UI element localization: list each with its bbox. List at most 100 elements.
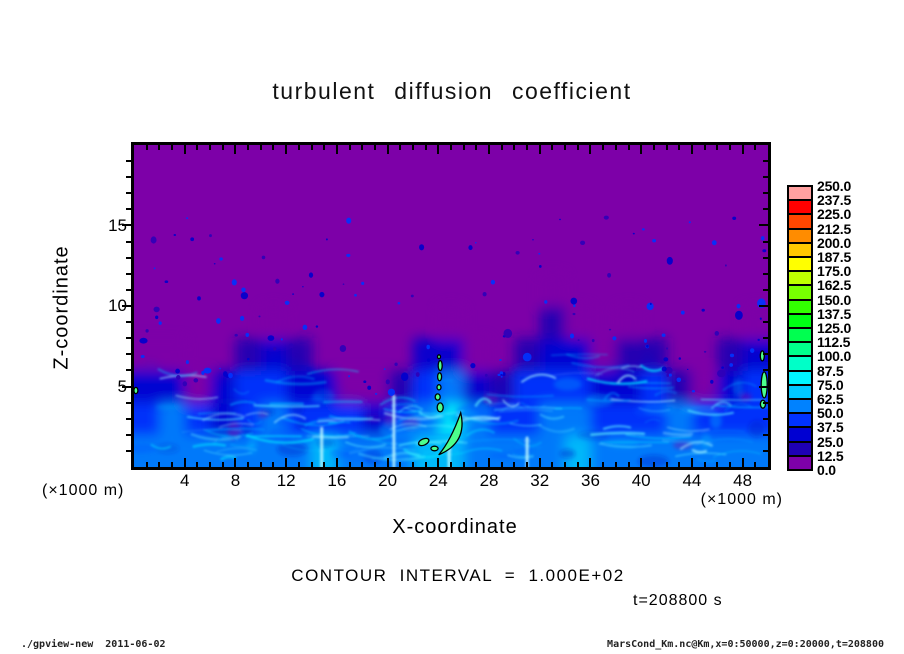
x-tick (209, 462, 211, 467)
x-tick (399, 462, 401, 467)
x-tick-label: 48 (733, 471, 753, 490)
x-tick (640, 145, 642, 154)
x-tick (501, 145, 503, 150)
z-tick (759, 224, 768, 226)
z-tick (126, 289, 131, 291)
z-tick (763, 418, 768, 420)
z-tick (126, 160, 131, 162)
x-tick (729, 145, 731, 150)
x-tick-label: 32 (530, 471, 550, 490)
x-tick (742, 145, 744, 154)
z-tick (126, 337, 131, 339)
x-tick (311, 462, 313, 467)
z-tick (126, 402, 131, 404)
colorbar-tick-label: 87.5 (817, 362, 844, 379)
colorbar-tick-label: 237.5 (817, 192, 852, 209)
x-tick (425, 462, 427, 467)
x-tick (158, 462, 160, 467)
z-tick (763, 257, 768, 259)
x-tick (704, 145, 706, 150)
x-tick (412, 462, 414, 467)
z-tick-label: 15 (108, 215, 127, 235)
x-tick (754, 462, 756, 467)
x-tick (387, 458, 389, 467)
z-tick (763, 321, 768, 323)
x-tick (196, 145, 198, 150)
x-tick (551, 145, 553, 150)
x-tick (628, 462, 630, 467)
z-tick (122, 305, 131, 307)
contour-interval-label: CONTOUR INTERVAL = 1.000E+02 (291, 566, 625, 585)
turbulence-field-canvas (134, 145, 768, 467)
x-tick (209, 145, 211, 150)
z-tick-label: 5 (117, 376, 127, 396)
x-tick (349, 145, 351, 150)
colorbar-tick-label: 175.0 (817, 263, 852, 280)
x-tick (361, 462, 363, 467)
z-tick (763, 208, 768, 210)
z-tick (763, 176, 768, 178)
x-tick (488, 458, 490, 467)
colorbar-tick-label: 100.0 (817, 348, 852, 365)
x-tick (450, 462, 452, 467)
z-tick (126, 434, 131, 436)
z-tick (763, 402, 768, 404)
z-tick (126, 273, 131, 275)
colorbar-tick-label: 50.0 (817, 405, 844, 422)
x-tick (399, 145, 401, 150)
colorbar-tick-label: 162.5 (817, 277, 852, 294)
x-tick (742, 458, 744, 467)
z-tick (126, 241, 131, 243)
x-tick (475, 462, 477, 467)
x-tick (349, 462, 351, 467)
x-tick (513, 462, 515, 467)
z-tick (763, 192, 768, 194)
z-tick (126, 353, 131, 355)
x-tick (602, 145, 604, 150)
x-tick (247, 145, 249, 150)
z-tick (763, 337, 768, 339)
colorbar-tick-label: 212.5 (817, 220, 852, 237)
x-tick (260, 462, 262, 467)
x-tick (336, 458, 338, 467)
x-tick (716, 145, 718, 150)
plot-area (131, 142, 771, 470)
z-tick (126, 321, 131, 323)
z-tick (763, 289, 768, 291)
x-tick (311, 145, 313, 150)
x-tick (577, 145, 579, 150)
x-tick (615, 462, 617, 467)
x-tick (298, 145, 300, 150)
colorbar-tick-label: 12.5 (817, 447, 844, 464)
x-tick (260, 145, 262, 150)
x-tick (222, 145, 224, 150)
colorbar-swatch (787, 454, 813, 471)
x-tick (285, 458, 287, 467)
x-tick (475, 145, 477, 150)
colorbar-tick-label: 150.0 (817, 291, 852, 308)
x-tick (640, 458, 642, 467)
x-tick-label: 20 (378, 471, 398, 490)
colorbar-tick-label: 225.0 (817, 206, 852, 223)
x-tick (298, 462, 300, 467)
x-tick (158, 145, 160, 150)
x-tick (171, 462, 173, 467)
x-tick (146, 145, 148, 150)
x-tick (425, 145, 427, 150)
x-tick (323, 462, 325, 467)
x-tick (336, 145, 338, 154)
colorbar-tick-label: 125.0 (817, 320, 852, 336)
x-tick (564, 462, 566, 467)
x-tick (437, 145, 439, 154)
colorbar-tick-label: 25.0 (817, 433, 844, 450)
x-tick-label: 4 (179, 471, 190, 490)
x-tick (374, 462, 376, 467)
z-tick (126, 192, 131, 194)
x-tick (716, 462, 718, 467)
time-label: t=208800 s (633, 592, 723, 609)
page-title: turbulent diffusion coefficient (272, 78, 632, 104)
colorbar-tick-label: 187.5 (817, 249, 852, 265)
z-tick-label: 10 (108, 296, 127, 315)
x-tick (374, 145, 376, 150)
